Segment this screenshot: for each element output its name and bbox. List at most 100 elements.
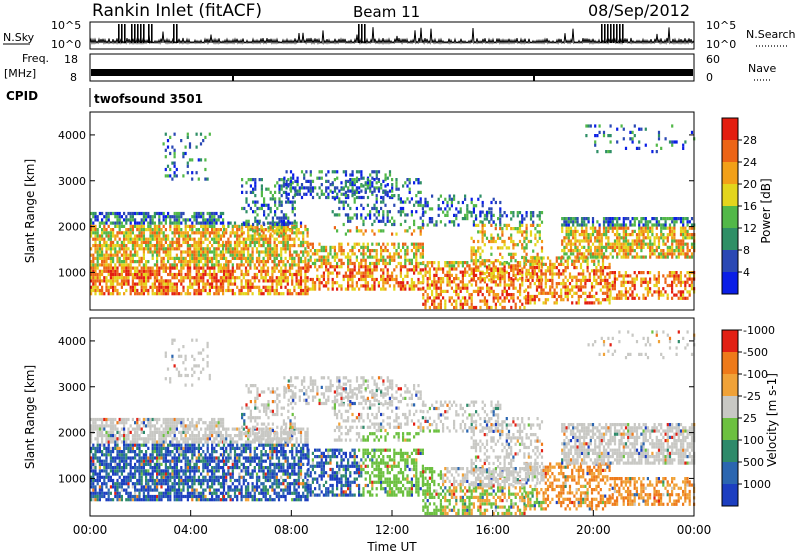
data-cell bbox=[94, 250, 97, 254]
data-cell bbox=[417, 178, 420, 182]
data-cell bbox=[200, 272, 203, 277]
data-cell bbox=[459, 270, 462, 274]
data-cell bbox=[620, 296, 623, 300]
data-cell bbox=[627, 290, 630, 294]
data-cell bbox=[433, 223, 436, 227]
data-cell bbox=[510, 305, 513, 310]
data-cell bbox=[479, 275, 482, 279]
data-cell bbox=[213, 276, 216, 280]
data-cell bbox=[413, 252, 416, 256]
data-cell bbox=[415, 261, 418, 266]
data-cell bbox=[531, 256, 534, 260]
data-cell bbox=[182, 276, 185, 280]
data-cell bbox=[439, 267, 442, 271]
data-cell bbox=[437, 267, 440, 271]
data-cell bbox=[186, 237, 189, 241]
data-cell bbox=[222, 247, 225, 251]
data-cell bbox=[635, 274, 638, 278]
data-cell bbox=[638, 233, 641, 237]
data-cell bbox=[565, 220, 568, 224]
data-cell bbox=[587, 220, 590, 224]
data-cell bbox=[213, 292, 216, 296]
data-cell bbox=[140, 260, 143, 264]
data-cell bbox=[366, 274, 369, 278]
data-cell bbox=[466, 217, 469, 221]
data-cell bbox=[200, 292, 203, 296]
data-cell bbox=[347, 229, 350, 233]
data-cell bbox=[437, 296, 440, 300]
data-cell bbox=[123, 240, 126, 244]
data-cell bbox=[107, 269, 110, 273]
data-cell bbox=[377, 261, 380, 266]
data-cell bbox=[371, 284, 374, 288]
data-cell bbox=[633, 277, 636, 281]
data-cell bbox=[671, 217, 674, 221]
data-cell bbox=[371, 242, 374, 246]
data-cell bbox=[675, 220, 678, 224]
data-cell bbox=[666, 236, 669, 240]
data-cell bbox=[488, 273, 491, 277]
data-cell bbox=[191, 260, 194, 264]
data-cell bbox=[512, 299, 515, 303]
data-cell bbox=[260, 266, 263, 270]
data-cell bbox=[516, 261, 519, 265]
data-cell bbox=[175, 174, 178, 178]
data-cell bbox=[561, 242, 564, 246]
data-cell bbox=[375, 265, 378, 269]
data-cell bbox=[616, 226, 619, 230]
nsky-spike bbox=[176, 24, 178, 43]
data-cell bbox=[358, 229, 361, 233]
data-cell bbox=[580, 217, 584, 221]
data-cell bbox=[329, 245, 332, 249]
data-cell bbox=[386, 190, 389, 194]
data-cell bbox=[501, 230, 504, 234]
data-cell bbox=[331, 255, 334, 259]
data-cell bbox=[472, 207, 475, 211]
data-cell bbox=[123, 244, 126, 248]
data-cell bbox=[251, 250, 254, 254]
data-cell bbox=[404, 213, 407, 217]
data-cell bbox=[90, 462, 93, 466]
data-cell bbox=[355, 271, 358, 275]
data-cell bbox=[123, 263, 126, 267]
data-cell bbox=[507, 278, 511, 282]
nsearch-label: N.Search bbox=[746, 28, 796, 41]
data-cell bbox=[349, 274, 352, 278]
data-cell bbox=[589, 249, 592, 253]
data-cell bbox=[340, 242, 343, 246]
data-cell bbox=[577, 294, 580, 299]
data-cell bbox=[569, 220, 573, 224]
data-cell bbox=[375, 200, 378, 204]
data-cell bbox=[362, 242, 365, 246]
data-cell bbox=[90, 247, 93, 251]
data-cell bbox=[653, 274, 656, 278]
data-cell bbox=[492, 236, 495, 240]
data-cell bbox=[613, 242, 617, 246]
data-cell bbox=[242, 244, 245, 248]
data-cell bbox=[618, 296, 621, 300]
data-cell bbox=[142, 215, 145, 219]
data-cell bbox=[657, 287, 660, 291]
data-cell bbox=[101, 279, 104, 283]
data-cell bbox=[406, 252, 409, 256]
data-cell bbox=[180, 221, 183, 225]
data-cell bbox=[549, 288, 552, 292]
data-cell bbox=[173, 292, 176, 296]
data-cell bbox=[295, 292, 298, 296]
data-cell bbox=[497, 283, 500, 287]
data-cell bbox=[453, 213, 456, 217]
data-cell bbox=[90, 494, 93, 499]
data-cell bbox=[127, 253, 130, 257]
data-cell bbox=[413, 255, 416, 259]
data-cell bbox=[397, 187, 400, 191]
data-cell bbox=[94, 456, 97, 460]
data-cell bbox=[240, 282, 243, 286]
data-cell bbox=[103, 276, 106, 280]
data-cell bbox=[193, 215, 196, 219]
data-cell bbox=[560, 288, 563, 292]
data-cell bbox=[349, 249, 352, 253]
data-cell bbox=[162, 215, 165, 219]
data-cell bbox=[260, 184, 263, 188]
data-cell bbox=[364, 229, 367, 233]
data-cell bbox=[164, 292, 167, 296]
